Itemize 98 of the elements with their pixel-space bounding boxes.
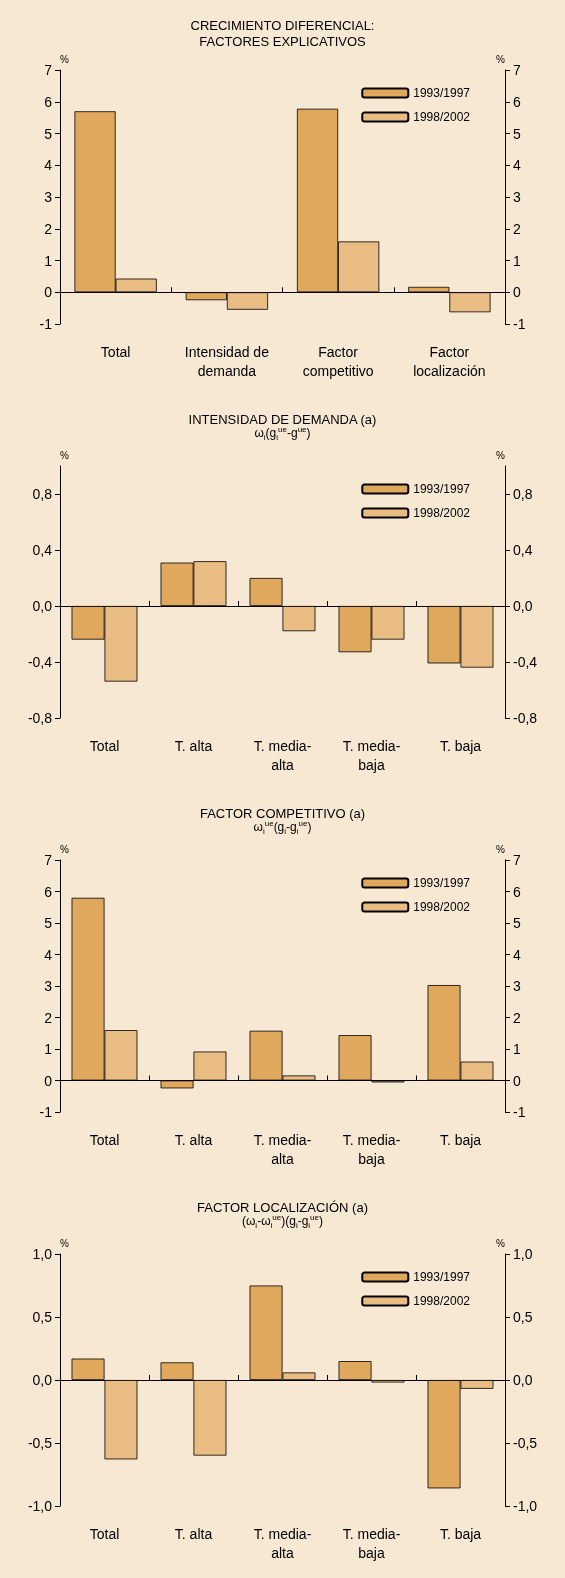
text: ω$_{i}$$^{ue}$(g$_{i}$-g$_{i}$$^{ue}$) — [253, 819, 312, 837]
y2-tick-label: 0 — [513, 284, 521, 301]
legend-label: 1993/1997 — [413, 1270, 471, 1284]
x-tick-label: T. alta — [174, 1131, 213, 1148]
y2-tick-label: -0,5 — [513, 1435, 538, 1451]
y-tick-label: 5 — [44, 915, 53, 931]
y-tick-label: 6 — [44, 93, 53, 110]
legend-label: 1993/1997 — [413, 86, 471, 100]
y2-axis-title: % — [496, 53, 506, 65]
legend-label: 1998/2002 — [413, 110, 471, 124]
x-tick-label: Total — [89, 1525, 120, 1542]
y2-tick-label: 7 — [513, 852, 521, 868]
y-tick-label: 1 — [44, 1041, 53, 1057]
y-tick-label: 7 — [44, 62, 53, 78]
chart-title: FACTOR LOCALIZACIÓN (a) — [197, 1199, 368, 1215]
y-tick-label: -0,4 — [27, 654, 53, 670]
chart-title: CRECIMIENTO DIFERENCIAL: FACTORES EXPLICATIVOS — [190, 17, 375, 49]
x-tick-label: T. baja — [439, 1131, 482, 1148]
x-tick-label: T. baja — [439, 737, 482, 754]
y-tick-label: 0 — [44, 1072, 53, 1089]
y2-tick-label: 0,0 — [513, 1372, 533, 1388]
x-tick-label: T. alta — [174, 1525, 213, 1542]
x-tick-label: Total — [89, 1131, 120, 1148]
y2-tick-label: 0,0 — [513, 598, 533, 614]
y2-tick-label: 7 — [513, 62, 521, 78]
y-tick-label: 6 — [44, 883, 53, 900]
y2-tick-label: 6 — [513, 883, 521, 900]
legend-label: 1998/2002 — [413, 1294, 471, 1308]
x-tick-label: T. media- alta — [253, 1525, 312, 1561]
y-tick-label: 7 — [44, 852, 53, 868]
y2-tick-label: -0,4 — [513, 654, 538, 670]
y2-tick-label: 2 — [513, 1009, 521, 1026]
y2-axis-title: % — [496, 843, 506, 855]
x-tick-label: T. media- baja — [342, 1525, 401, 1561]
x-tick-label: Factor competitivo — [302, 343, 374, 379]
y-tick-label: -0,8 — [27, 710, 53, 726]
y2-tick-label: -1 — [513, 316, 526, 332]
y-axis-title: % — [60, 53, 69, 65]
y2-tick-label: 6 — [513, 93, 521, 110]
y-tick-label: -1 — [39, 1104, 53, 1120]
y-tick-label: 2 — [44, 1009, 53, 1026]
y2-axis-title: % — [496, 449, 506, 461]
x-tick-label: T. media- baja — [342, 737, 401, 773]
y2-tick-label: 0,4 — [513, 542, 533, 558]
legend-label: 1998/2002 — [413, 506, 471, 520]
x-tick-label: T. alta — [174, 737, 213, 754]
y-axis-title: % — [60, 449, 69, 461]
y2-tick-label: 5 — [513, 915, 521, 931]
y2-tick-label: 5 — [513, 125, 521, 142]
y-tick-label: -0,5 — [27, 1435, 53, 1451]
y2-tick-label: 0,5 — [513, 1309, 533, 1325]
y-tick-label: 0 — [44, 284, 53, 301]
y-tick-label: 0,5 — [32, 1309, 53, 1325]
x-tick-label: T. media- alta — [253, 737, 312, 773]
y-tick-label: 0,8 — [32, 486, 53, 502]
legend-label: 1993/1997 — [413, 482, 471, 496]
y-tick-label: 0,0 — [32, 1372, 53, 1388]
chart-subtitle: ω$_{i}$(g$_{i}$$^{ue}$-g$^{ue}$) — [253, 425, 312, 443]
y-tick-label: 0,0 — [32, 598, 53, 614]
y2-tick-label: 1,0 — [513, 1246, 533, 1262]
y2-tick-label: 1 — [513, 1041, 521, 1057]
y2-tick-label: -0,8 — [513, 710, 538, 726]
y-tick-label: 0,4 — [32, 542, 53, 558]
chart-title: FACTOR COMPETITIVO (a) — [199, 805, 366, 821]
y-axis-title: % — [60, 1237, 69, 1249]
chart-title: INTENSIDAD DE DEMANDA (a) — [188, 411, 377, 427]
x-tick-label: T. baja — [439, 1525, 482, 1542]
y-tick-label: 1 — [44, 252, 53, 269]
x-tick-label: T. media- baja — [342, 1131, 401, 1167]
legend-label: 1998/2002 — [413, 900, 471, 914]
y-tick-label: -1 — [39, 316, 53, 332]
x-tick-label: Total — [100, 343, 131, 360]
y-tick-label: 1,0 — [32, 1246, 53, 1262]
y2-tick-label: 4 — [513, 946, 521, 963]
y2-tick-label: 3 — [513, 978, 521, 994]
y2-axis-title: % — [496, 1237, 506, 1249]
y2-tick-label: 4 — [513, 157, 521, 174]
x-tick-label: Total — [89, 737, 120, 754]
y-tick-label: -1,0 — [27, 1498, 53, 1514]
text: (ω$_{i}$-ω$_{i}$$^{ue}$)(g$_{i}$-g$_{i}$$^{ue}$) — [241, 1213, 324, 1231]
legend-label: 1993/1997 — [413, 876, 471, 890]
y-tick-label: 3 — [44, 978, 53, 994]
x-tick-label: Intensidad de demanda — [184, 343, 270, 379]
y2-tick-label: 0 — [513, 1072, 521, 1089]
x-tick-label: T. media- alta — [253, 1131, 312, 1167]
y2-tick-label: 1 — [513, 252, 521, 269]
y-tick-label: 4 — [44, 157, 53, 174]
y-axis-title: % — [60, 843, 69, 855]
y2-tick-label: 3 — [513, 189, 521, 205]
y-tick-label: 2 — [44, 220, 53, 237]
y2-tick-label: 0,8 — [513, 486, 533, 502]
y2-tick-label: -1 — [513, 1104, 526, 1120]
y2-tick-label: -1,0 — [513, 1498, 538, 1514]
y-tick-label: 3 — [44, 189, 53, 205]
y2-tick-label: 2 — [513, 220, 521, 237]
x-tick-label: Factor localización — [413, 343, 486, 379]
y-tick-label: 4 — [44, 946, 53, 963]
y-tick-label: 5 — [44, 125, 53, 142]
